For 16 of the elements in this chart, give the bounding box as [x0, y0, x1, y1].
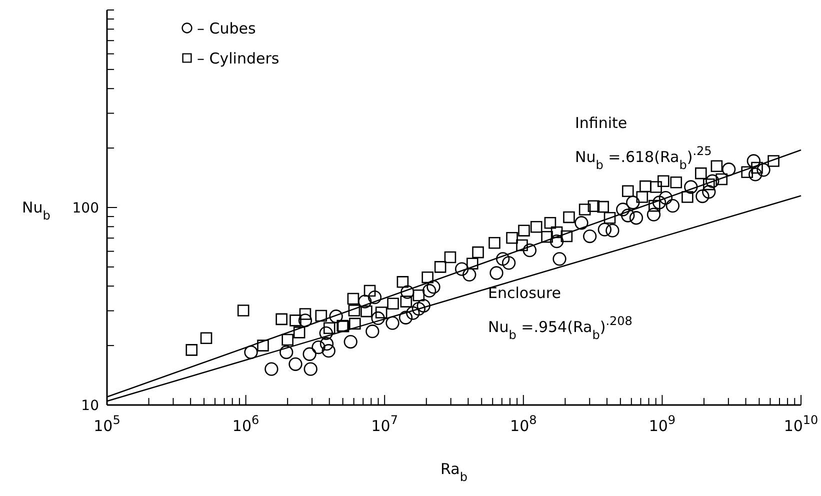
annotation: Enclosure — [488, 284, 561, 302]
annotation: Infinite — [575, 114, 628, 132]
annotation: Nu$_{b}$ =.954(Ra$_{b}$)$^{.208}$ — [488, 314, 632, 342]
y-tick-label: 100 — [72, 200, 99, 216]
legend-label: – Cubes — [197, 19, 256, 38]
y-tick-label: 10 — [81, 398, 99, 414]
x-tick-label: 10$^{8}$ — [510, 413, 537, 435]
x-tick-label: 10$^{10}$ — [784, 413, 818, 435]
legend-label: – Cylinders — [197, 49, 280, 68]
x-tick-label: 10$^{6}$ — [232, 413, 260, 435]
x-tick-label: 10$^{5}$ — [94, 413, 120, 435]
x-axis-title: Ra$_{b}$ — [440, 460, 468, 484]
annotation: Nu$_{b}$ =.618(Ra$_{b}$)$^{.25}$ — [575, 144, 712, 172]
x-tick-label: 10$^{7}$ — [371, 413, 398, 435]
x-tick-label: 10$^{9}$ — [648, 413, 676, 435]
y-axis-title: Nu$_{b}$ — [22, 198, 50, 222]
